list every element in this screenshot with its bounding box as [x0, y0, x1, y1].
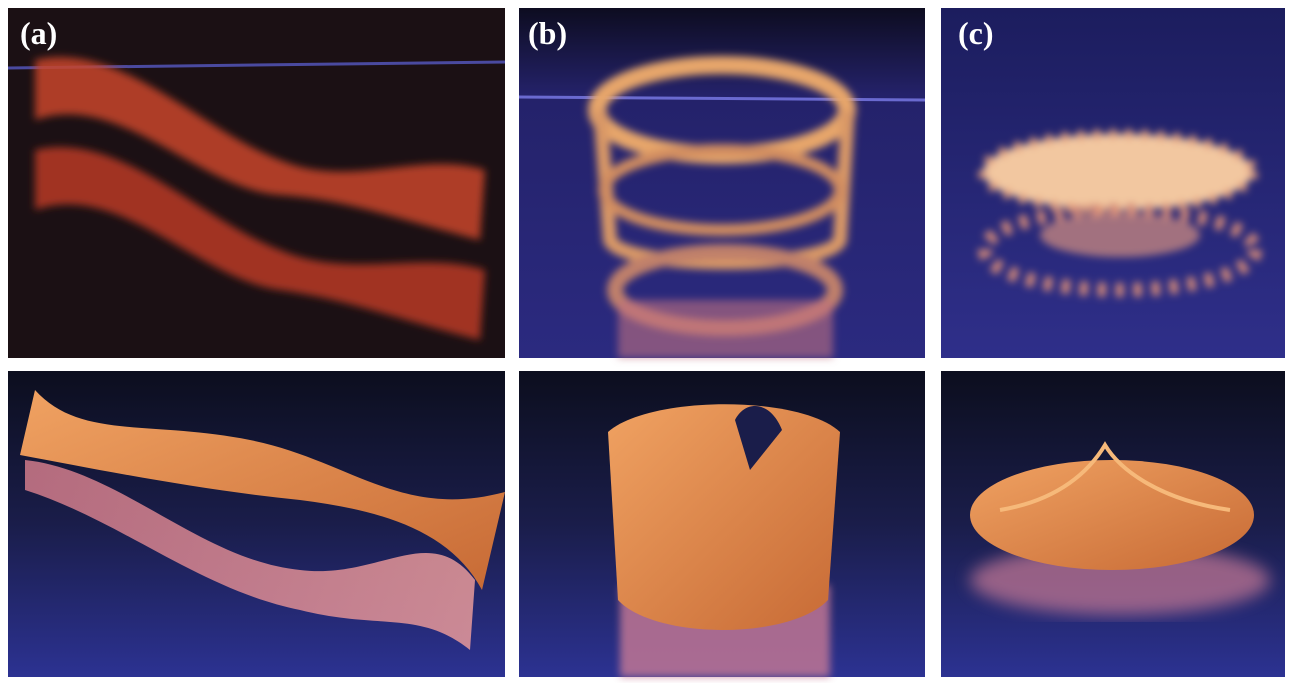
reflection	[618, 300, 833, 358]
panel-label: (a)	[20, 15, 57, 51]
panel-label: (b)	[528, 15, 567, 51]
disk	[970, 460, 1254, 570]
page: {"panels": [{"label": "(a)"}, {"label": …	[0, 0, 1293, 683]
figure: (a) (b) (c)	[0, 0, 1293, 683]
panel-label: (c)	[958, 15, 994, 51]
cylinder	[608, 404, 840, 630]
reflection	[1040, 213, 1200, 257]
